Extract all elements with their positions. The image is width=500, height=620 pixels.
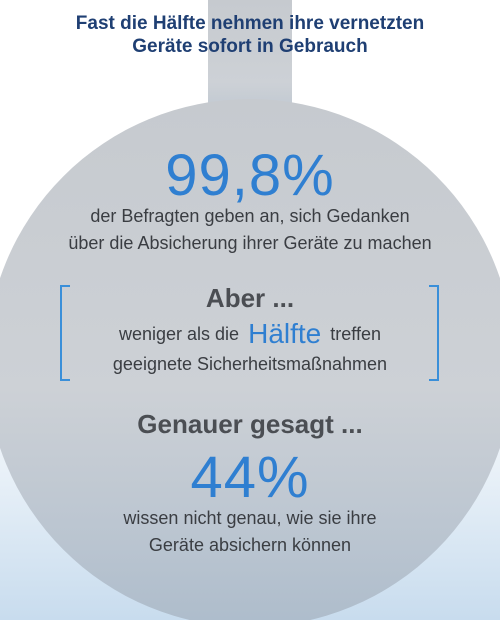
stat-1-line-2: über die Absicherung ihrer Geräte zu mac… <box>68 233 432 253</box>
right-bracket <box>429 285 439 381</box>
left-bracket <box>60 285 70 381</box>
title-line-1: Fast die Hälfte nehmen ihre vernetzten <box>75 13 425 34</box>
stat-2-description: wissen nicht genau, wie sie ihre Geräte … <box>0 505 500 559</box>
stat-1-line-1: der Befragten geben an, sich Gedanken <box>90 206 410 226</box>
page-title: Fast die Hälfte nehmen ihre vernetzten G… <box>0 12 500 58</box>
bracket-line-2: geeignete Sicherheitsmaßnahmen <box>112 354 388 374</box>
stat-2-line-1: wissen nicht genau, wie sie ihre <box>123 508 377 528</box>
bracket-line-1-before: weniger als die <box>119 324 240 344</box>
title-line-2: Geräte sofort in Gebrauch <box>132 36 368 57</box>
stat-44-percent: 44% <box>190 445 310 510</box>
genauer-heading: Genauer gesagt ... <box>137 409 363 439</box>
stat-2-line-2: Geräte absichern können <box>148 535 352 555</box>
bracket-line-1-after: treffen <box>330 324 381 344</box>
stat-99-8-percent: 99,8% <box>165 143 335 208</box>
haelfte-highlight: Hälfte <box>248 318 322 349</box>
bracket-line-1: weniger als die Hälfte treffen <box>0 320 500 348</box>
aber-heading: Aber ... <box>205 283 295 313</box>
stat-1-description: der Befragten geben an, sich Gedanken üb… <box>0 203 500 257</box>
